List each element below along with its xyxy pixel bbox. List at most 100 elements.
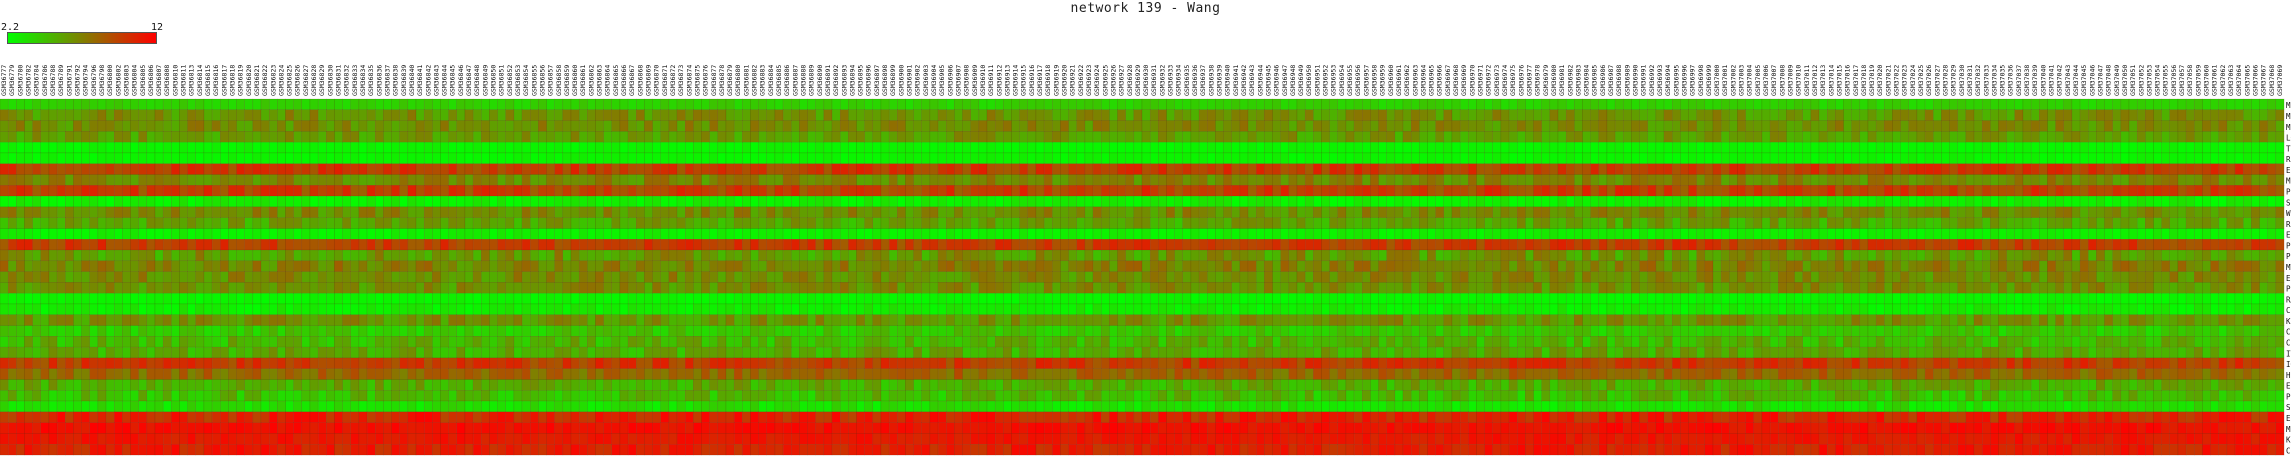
heatmap-cell [399, 239, 409, 251]
heatmap-cell [1761, 185, 1771, 197]
heatmap-cell [1117, 206, 1126, 218]
heatmap-cell [1606, 195, 1616, 208]
heatmap-cell [89, 163, 99, 175]
heatmap-cell [1092, 195, 1102, 208]
heatmap-cell [505, 282, 515, 294]
heatmap-cell [407, 109, 417, 121]
heatmap-cell [1443, 217, 1453, 229]
heatmap-cell [366, 163, 376, 175]
heatmap-cell [1517, 282, 1526, 294]
heatmap-cell [1753, 206, 1763, 218]
heatmap-cell [1459, 120, 1469, 132]
heatmap-cell [595, 131, 604, 143]
heatmap-cell [742, 152, 751, 164]
heatmap-cell [1125, 98, 1135, 111]
heatmap-cell [1484, 141, 1494, 154]
heatmap-cell [2014, 239, 2024, 251]
heatmap-cell [709, 141, 719, 154]
heatmap-cell [546, 131, 555, 143]
heatmap-cell [122, 174, 131, 186]
heatmap-cell [2104, 228, 2113, 240]
heatmap-cell [1500, 260, 1510, 272]
heatmap-cell [1941, 152, 1950, 164]
heatmap-cell [2136, 152, 2146, 164]
heatmap-cell [105, 174, 115, 186]
heatmap-cell [1052, 260, 1061, 272]
heatmap-cell [905, 174, 914, 186]
heatmap-cell [570, 185, 580, 197]
heatmap-cell [1998, 174, 2007, 186]
heatmap-cell [1794, 206, 1803, 218]
heatmap-cell [1101, 109, 1110, 121]
heatmap-cell [750, 260, 759, 272]
heatmap-cell [1598, 152, 1608, 164]
heatmap-cell [521, 131, 531, 143]
heatmap-cell [211, 152, 221, 164]
heatmap-cell [2039, 163, 2048, 175]
heatmap-cell [65, 228, 74, 240]
heatmap-cell [1606, 152, 1616, 164]
heatmap-cell [1386, 141, 1396, 154]
heatmap-cell [578, 260, 588, 272]
heatmap-cell [1663, 249, 1673, 262]
heatmap-cell [268, 131, 278, 143]
heatmap-cell [2079, 195, 2089, 208]
heatmap-cell [415, 206, 425, 218]
heatmap-cell [448, 131, 458, 143]
heatmap-cell [2079, 249, 2089, 262]
heatmap-cell [293, 109, 303, 121]
heatmap-cell [921, 120, 931, 132]
heatmap-cell [660, 249, 670, 262]
heatmap-cell [2259, 217, 2268, 229]
heatmap-cell [464, 195, 474, 208]
heatmap-cell [1973, 195, 1983, 208]
heatmap-cell [1949, 120, 1958, 132]
heatmap-cell [2234, 131, 2244, 143]
heatmap-cell [2079, 260, 2089, 272]
heatmap-cell [179, 217, 188, 229]
heatmap-cell [1451, 206, 1461, 218]
heatmap-cell [2096, 120, 2105, 132]
heatmap-cell [2169, 141, 2179, 154]
heatmap-cell [146, 206, 156, 218]
heatmap-cell [1492, 174, 1502, 186]
heatmap-cell [440, 131, 449, 143]
heatmap-cell [1003, 195, 1012, 208]
heatmap-cell [978, 109, 988, 121]
heatmap-cell [742, 217, 751, 229]
heatmap-cell [1794, 174, 1803, 186]
heatmap-cell [872, 217, 882, 229]
heatmap-cell [521, 239, 531, 251]
heatmap-cell [1655, 120, 1665, 132]
heatmap-cell [1655, 260, 1665, 272]
heatmap-cell [1019, 98, 1029, 111]
heatmap-cell [2251, 174, 2260, 186]
heatmap-cell [1867, 271, 1877, 283]
heatmap-cell [407, 174, 417, 186]
heatmap-cell [1141, 249, 1151, 262]
heatmap-cell [1019, 163, 1029, 175]
heatmap-cell [742, 109, 751, 121]
heatmap-cell [742, 260, 751, 272]
heatmap-cell [970, 141, 980, 154]
heatmap-cell [1663, 228, 1673, 240]
heatmap-cell [799, 239, 808, 251]
heatmap-cell [652, 98, 661, 111]
heatmap-cell [1786, 228, 1795, 240]
heatmap-cell [1109, 152, 1118, 164]
heatmap-cell [1900, 249, 1910, 262]
heatmap-cell [1590, 206, 1600, 218]
heatmap-cell [1590, 141, 1600, 154]
heatmap-cell [1778, 98, 1787, 111]
heatmap-cell [1729, 141, 1738, 154]
heatmap-cell [187, 228, 197, 240]
heatmap-cell [750, 163, 759, 175]
heatmap-cell [1182, 174, 1192, 186]
heatmap-cell [1598, 206, 1608, 218]
heatmap-cell [1353, 174, 1363, 186]
heatmap-cell [676, 195, 686, 208]
heatmap-cell [130, 195, 139, 208]
heatmap-cell [1198, 141, 1208, 154]
heatmap-cell [1198, 239, 1208, 251]
heatmap-cell [2047, 109, 2056, 121]
